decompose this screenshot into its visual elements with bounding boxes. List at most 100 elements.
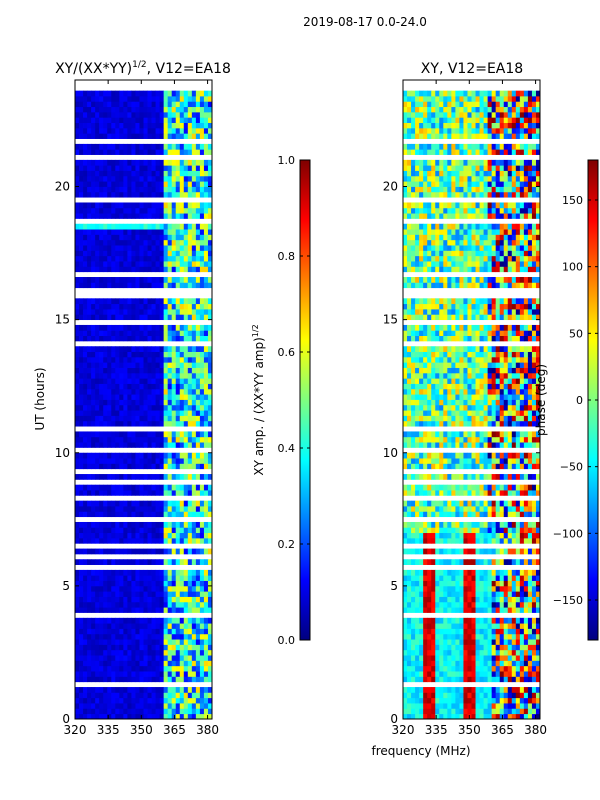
heatmap-cell: [203, 362, 209, 368]
heatmap-cell: [127, 117, 132, 123]
heatmap-cell: [403, 410, 408, 416]
heatmap-cell: [91, 548, 96, 555]
heatmap-cell: [171, 149, 177, 155]
heatmap-cell: [499, 644, 505, 651]
heatmap-cell: [207, 383, 213, 390]
heatmap-cell: [163, 95, 169, 102]
heatmap-cell: [151, 383, 156, 390]
heatmap-cell: [407, 655, 412, 661]
heatmap-cell: [87, 692, 92, 699]
heatmap-cell: [519, 442, 525, 448]
heatmap-cell: [95, 122, 100, 129]
heatmap-cell: [503, 559, 509, 565]
heatmap-cell: [515, 607, 521, 613]
heatmap-cell: [107, 143, 112, 150]
heatmap-cell: [415, 452, 420, 459]
heatmap-cell: [163, 537, 169, 544]
heatmap-cell: [487, 569, 493, 576]
heatmap-cell: [111, 559, 116, 565]
heatmap-cell: [535, 415, 541, 422]
heatmap-cell: [115, 330, 120, 336]
heatmap-cell: [199, 250, 205, 257]
heatmap-cell: [171, 585, 177, 592]
heatmap-cell: [139, 308, 144, 315]
heatmap-cell: [131, 569, 136, 576]
heatmap-cell: [115, 356, 120, 363]
heatmap-cell: [107, 133, 112, 139]
heatmap-cell: [179, 394, 185, 400]
heatmap-cell: [107, 521, 112, 528]
heatmap-cell: [83, 308, 88, 315]
heatmap-cell: [103, 335, 108, 342]
heatmap-cell: [111, 266, 116, 273]
heatmap-cell: [79, 623, 84, 629]
heatmap-cell: [155, 372, 161, 379]
heatmap-cell: [507, 537, 513, 544]
heatmap-cell: [131, 548, 136, 555]
heatmap-cell: [519, 644, 525, 651]
heatmap-cell: [451, 548, 456, 555]
heatmap-cell: [455, 580, 460, 587]
heatmap-cell: [491, 697, 497, 704]
heatmap-cell: [427, 500, 432, 507]
heatmap-cell: [207, 410, 213, 416]
heatmap-cell: [455, 644, 460, 651]
heatmap-cell: [155, 95, 161, 102]
heatmap-cell: [87, 399, 92, 406]
heatmap-cell: [167, 122, 173, 129]
heatmap-cell: [155, 330, 161, 336]
heatmap-cell: [115, 585, 120, 592]
heatmap-cell: [99, 394, 104, 400]
heatmap-cell: [139, 420, 144, 427]
heatmap-cell: [83, 463, 88, 470]
heatmap-cell: [95, 367, 100, 374]
heatmap-cell: [115, 90, 120, 97]
heatmap-cell: [523, 649, 529, 656]
heatmap-cell: [87, 362, 92, 368]
heatmap-cell: [159, 617, 165, 624]
heatmap-cell: [175, 655, 181, 661]
heatmap-cell: [111, 452, 116, 459]
heatmap-cell: [175, 692, 181, 699]
heatmap-cell: [115, 175, 120, 182]
heatmap-cell: [471, 537, 476, 544]
heatmap-cell: [195, 202, 201, 209]
heatmap-cell: [191, 708, 197, 715]
heatmap-cell: [467, 585, 472, 592]
heatmap-cell: [123, 703, 128, 709]
heatmap-cell: [99, 261, 104, 267]
heatmap-cell: [103, 261, 108, 267]
heatmap-cell: [203, 170, 209, 177]
heatmap-cell: [91, 607, 96, 613]
heatmap-cell: [99, 175, 104, 182]
heatmap-cell: [503, 490, 509, 496]
heatmap-cell: [135, 639, 140, 645]
heatmap-cell: [203, 537, 209, 544]
heatmap-cell: [203, 111, 209, 118]
heatmap-cell: [95, 324, 100, 331]
heatmap-cell: [135, 511, 140, 518]
heatmap-cell: [487, 559, 493, 565]
heatmap-cell: [203, 298, 209, 305]
heatmap-cell: [159, 628, 165, 635]
heatmap-cell: [443, 655, 448, 661]
heatmap-cell: [163, 585, 169, 592]
heatmap-cell: [123, 458, 128, 464]
heatmap-cell: [191, 463, 197, 470]
heatmap-cell: [115, 697, 120, 704]
heatmap-cell: [155, 676, 161, 683]
heatmap-cell: [111, 378, 116, 384]
heatmap-cell: [83, 117, 88, 123]
heatmap-cell: [135, 644, 140, 651]
heatmap-cell: [75, 175, 80, 182]
heatmap-cell: [87, 277, 92, 283]
heatmap-cell: [471, 665, 476, 672]
heatmap-cell: [99, 90, 104, 97]
heatmap-cell: [139, 660, 144, 667]
heatmap-cell: [107, 117, 112, 123]
heatmap-cell: [475, 617, 480, 624]
heatmap-cell: [159, 591, 165, 597]
heatmap-cell: [179, 474, 185, 480]
heatmap-cell: [479, 671, 484, 677]
heatmap-cell: [467, 569, 472, 576]
